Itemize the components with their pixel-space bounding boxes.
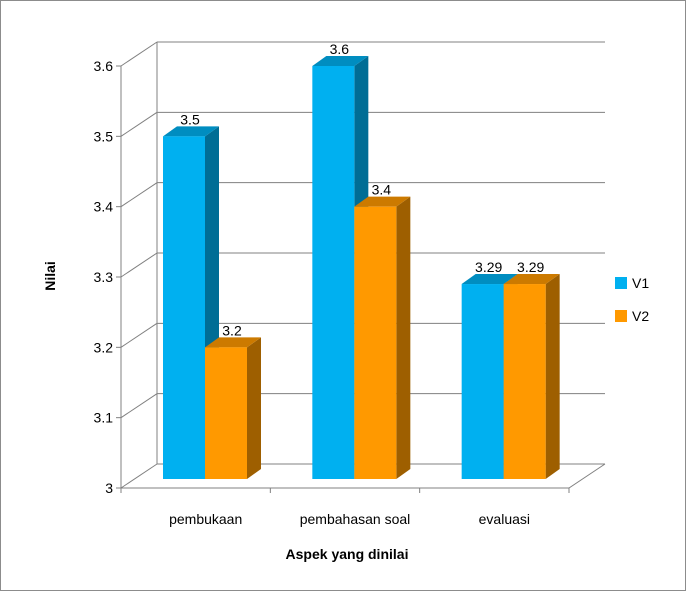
gridline-diagonal bbox=[120, 463, 158, 489]
bar-side bbox=[545, 274, 560, 479]
gridline-diagonal bbox=[120, 252, 158, 278]
y-tick-label: 3.5 bbox=[94, 128, 114, 144]
bar-top bbox=[205, 337, 261, 348]
bar-top bbox=[461, 274, 518, 285]
x-tick-label: pembukaan bbox=[169, 511, 242, 527]
gridline-diagonal bbox=[120, 41, 158, 67]
y-tick-label: 3.1 bbox=[94, 410, 114, 426]
gridline-diagonal bbox=[120, 393, 158, 419]
bars bbox=[163, 56, 560, 480]
data-label: 3.2 bbox=[222, 322, 242, 338]
y-tick-label: 3.2 bbox=[94, 339, 114, 355]
bar-top bbox=[503, 274, 560, 285]
gridline-diagonal bbox=[120, 322, 158, 348]
y-axis-title: Nilai bbox=[42, 261, 58, 291]
axes: 3 3.1 3.2 3.3 3.4 3.5 3.6 pembukaan pembahasan s… bbox=[94, 58, 606, 527]
bar-top bbox=[312, 56, 369, 66]
data-label: 3.29 bbox=[517, 259, 544, 275]
bar bbox=[354, 206, 397, 479]
bar-top bbox=[354, 196, 411, 207]
y-tick-label: 3.6 bbox=[94, 58, 114, 74]
bar bbox=[163, 136, 205, 480]
data-label: 3.6 bbox=[330, 41, 350, 57]
data-labels: 3.5 3.2 3.6 3.4 3.29 3.29 bbox=[180, 41, 544, 338]
bar-side bbox=[396, 196, 411, 479]
bar-side bbox=[247, 337, 261, 479]
legend: V1 V2 bbox=[615, 275, 649, 324]
data-label: 3.5 bbox=[180, 111, 200, 127]
legend-swatch bbox=[615, 310, 627, 322]
bar-top bbox=[163, 126, 219, 137]
bar bbox=[461, 284, 504, 479]
bar bbox=[312, 66, 355, 479]
x-axis-title: Aspek yang dinilai bbox=[286, 546, 409, 562]
y-tick-label: 3 bbox=[105, 480, 113, 496]
legend-label: V2 bbox=[632, 308, 649, 324]
y-tick-label: 3.3 bbox=[94, 269, 114, 285]
data-label: 3.29 bbox=[475, 259, 502, 275]
legend-label: V1 bbox=[632, 275, 649, 291]
legend-swatch bbox=[615, 277, 627, 289]
x-tick-label: pembahasan soal bbox=[300, 511, 411, 527]
bar bbox=[503, 284, 546, 479]
y-tick-label: 3.4 bbox=[94, 199, 114, 215]
bar bbox=[205, 347, 247, 479]
gridline-diagonal bbox=[120, 182, 158, 208]
gridline-diagonal bbox=[120, 111, 158, 137]
x-tick-label: evaluasi bbox=[479, 511, 530, 527]
data-label: 3.4 bbox=[372, 182, 392, 198]
